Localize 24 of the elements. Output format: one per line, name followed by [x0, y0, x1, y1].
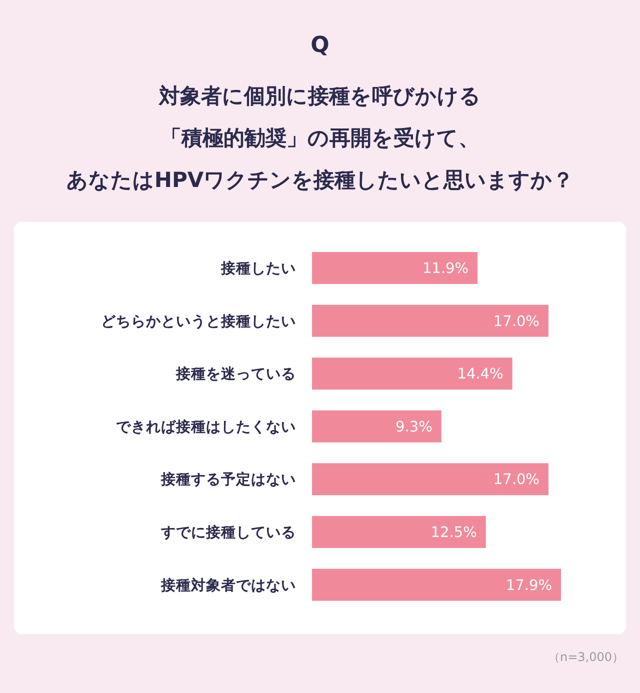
y-tick-label: 接種を迷っている [175, 366, 296, 383]
bar [312, 304, 548, 337]
data-label: 17.0% [493, 472, 540, 488]
y-tick-label: 接種対象者ではない [160, 576, 296, 594]
text: （n=3,000） [548, 650, 624, 664]
bar [312, 568, 561, 601]
chart-subtitle: 対象者に個別に接種を呼びかける「積極的勧奨」の再開を受けて、あなたはHPVワクチンを接種したいと思いますか？ [66, 84, 574, 192]
y-tick-label: 接種したい [220, 260, 296, 277]
bar [312, 358, 512, 390]
bar [312, 516, 486, 548]
y-tick-label: すでに接種している [160, 524, 296, 541]
data-label: 12.5% [430, 525, 477, 541]
data-label: 14.4% [457, 366, 504, 383]
chart-title: Q [310, 33, 330, 58]
data-label: 17.0% [493, 314, 540, 330]
y-tick-label: 接種する予定はない [160, 470, 296, 488]
y-tick-label: できれば接種はしたくない [116, 418, 296, 436]
data-label: 11.9% [422, 261, 469, 277]
bar [312, 463, 548, 496]
data-label: 9.3% [396, 419, 432, 436]
y-tick-label: どちらかというと接種したい [101, 312, 296, 330]
bar [312, 410, 442, 442]
bar [312, 252, 478, 284]
data-label: 17.9% [506, 578, 552, 594]
